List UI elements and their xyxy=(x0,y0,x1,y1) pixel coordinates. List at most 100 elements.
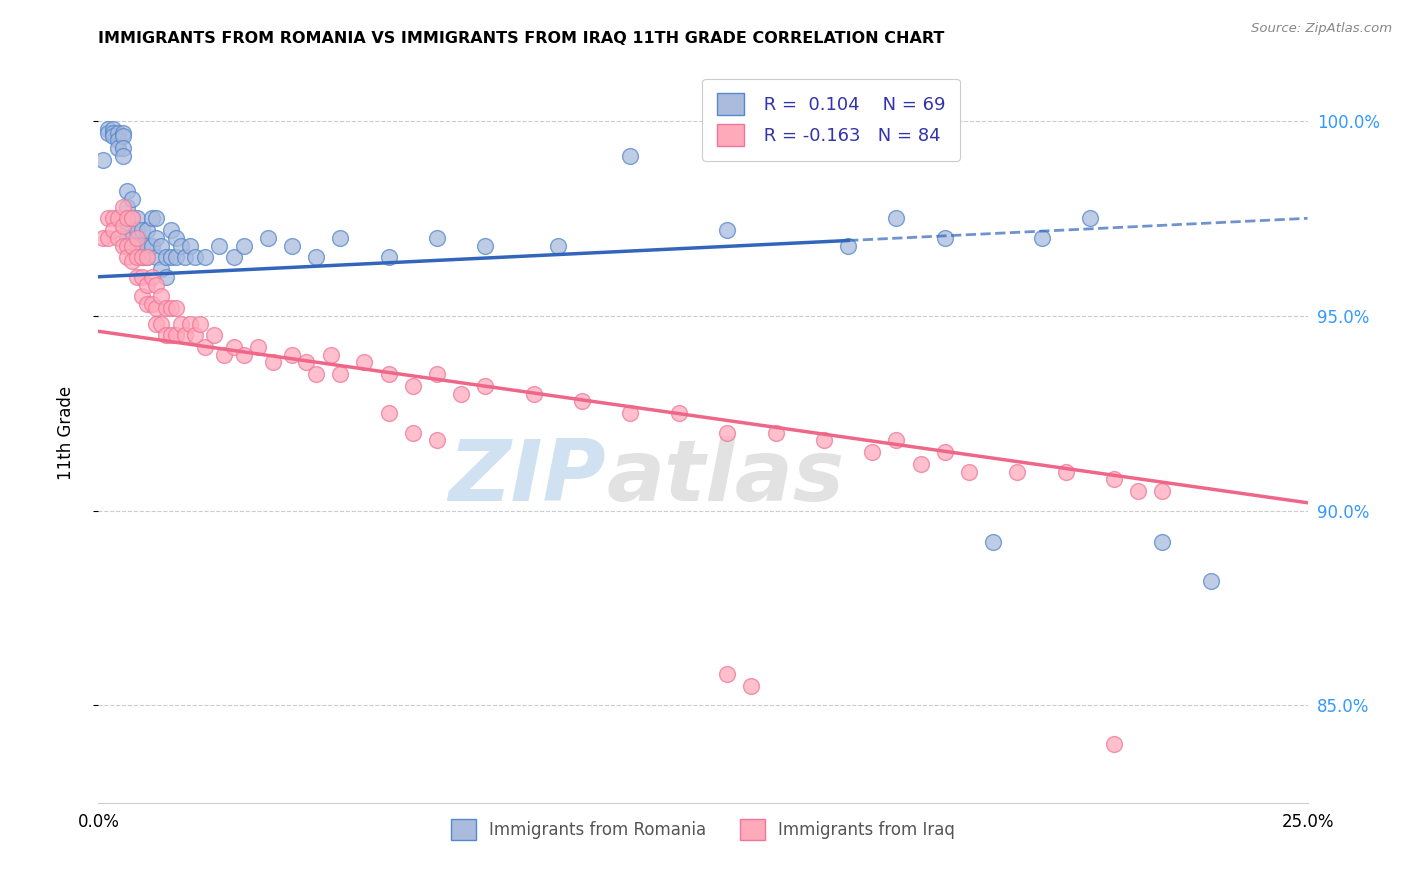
Point xyxy=(141,269,163,284)
Point xyxy=(111,141,134,155)
Point xyxy=(141,238,163,252)
Point xyxy=(121,254,143,268)
Point xyxy=(256,231,278,245)
Legend: Immigrants from Romania, Immigrants from Iraq: Immigrants from Romania, Immigrants from… xyxy=(444,813,962,847)
Point xyxy=(121,192,143,206)
Point xyxy=(232,238,254,252)
Point xyxy=(934,231,956,245)
Point xyxy=(117,184,139,198)
Point xyxy=(174,250,197,264)
Point xyxy=(353,355,375,369)
Point xyxy=(1199,574,1222,588)
Point xyxy=(97,121,120,136)
Point xyxy=(837,238,859,252)
Point xyxy=(131,238,153,252)
Point xyxy=(1102,737,1125,751)
Point xyxy=(101,121,124,136)
Point xyxy=(194,340,217,354)
Point xyxy=(111,219,134,233)
Point xyxy=(619,406,641,420)
Point xyxy=(107,133,129,147)
Point xyxy=(135,297,157,311)
Point xyxy=(127,231,149,245)
Point xyxy=(329,231,352,245)
Point xyxy=(155,328,177,343)
Point xyxy=(194,250,217,264)
Point xyxy=(97,211,120,226)
Point xyxy=(1152,484,1174,499)
Point xyxy=(117,211,139,226)
Point xyxy=(886,211,908,226)
Point xyxy=(91,153,114,167)
Point xyxy=(155,269,177,284)
Point xyxy=(402,379,425,393)
Point xyxy=(619,149,641,163)
Point xyxy=(886,434,908,448)
Point xyxy=(160,223,183,237)
Point xyxy=(117,200,139,214)
Point xyxy=(450,386,472,401)
Point xyxy=(813,434,835,448)
Point xyxy=(957,465,980,479)
Point xyxy=(111,126,134,140)
Point xyxy=(547,238,569,252)
Point xyxy=(765,425,787,440)
Point xyxy=(117,250,139,264)
Point xyxy=(111,149,134,163)
Point xyxy=(155,250,177,264)
Point xyxy=(160,328,183,343)
Point xyxy=(1078,211,1101,226)
Point xyxy=(571,394,593,409)
Point xyxy=(319,348,342,362)
Text: IMMIGRANTS FROM ROMANIA VS IMMIGRANTS FROM IRAQ 11TH GRADE CORRELATION CHART: IMMIGRANTS FROM ROMANIA VS IMMIGRANTS FR… xyxy=(98,31,945,46)
Point xyxy=(141,211,163,226)
Text: atlas: atlas xyxy=(606,435,845,518)
Point xyxy=(474,379,496,393)
Point xyxy=(165,250,187,264)
Point xyxy=(135,277,157,292)
Point xyxy=(150,238,173,252)
Point xyxy=(117,238,139,252)
Point xyxy=(107,141,129,155)
Point xyxy=(160,250,183,264)
Point xyxy=(281,238,304,252)
Point xyxy=(668,406,690,420)
Point xyxy=(1102,472,1125,486)
Point xyxy=(426,367,449,381)
Point xyxy=(305,250,328,264)
Point xyxy=(1152,534,1174,549)
Point xyxy=(165,301,187,315)
Point xyxy=(169,317,191,331)
Point xyxy=(716,223,738,237)
Point xyxy=(426,231,449,245)
Point xyxy=(135,250,157,264)
Point xyxy=(150,317,173,331)
Point xyxy=(981,534,1004,549)
Point xyxy=(135,223,157,237)
Point xyxy=(222,250,245,264)
Point xyxy=(150,289,173,303)
Point xyxy=(101,129,124,144)
Point xyxy=(145,317,167,331)
Point xyxy=(145,277,167,292)
Point xyxy=(222,340,245,354)
Y-axis label: 11th Grade: 11th Grade xyxy=(56,385,75,480)
Point xyxy=(329,367,352,381)
Point xyxy=(204,328,226,343)
Point xyxy=(155,301,177,315)
Point xyxy=(135,250,157,264)
Text: ZIP: ZIP xyxy=(449,435,606,518)
Point xyxy=(141,297,163,311)
Point xyxy=(934,445,956,459)
Point xyxy=(377,250,399,264)
Point xyxy=(145,301,167,315)
Point xyxy=(160,301,183,315)
Point xyxy=(111,200,134,214)
Point xyxy=(179,317,201,331)
Point xyxy=(169,238,191,252)
Point xyxy=(91,231,114,245)
Point xyxy=(232,348,254,362)
Point xyxy=(860,445,883,459)
Point xyxy=(262,355,284,369)
Point xyxy=(174,328,197,343)
